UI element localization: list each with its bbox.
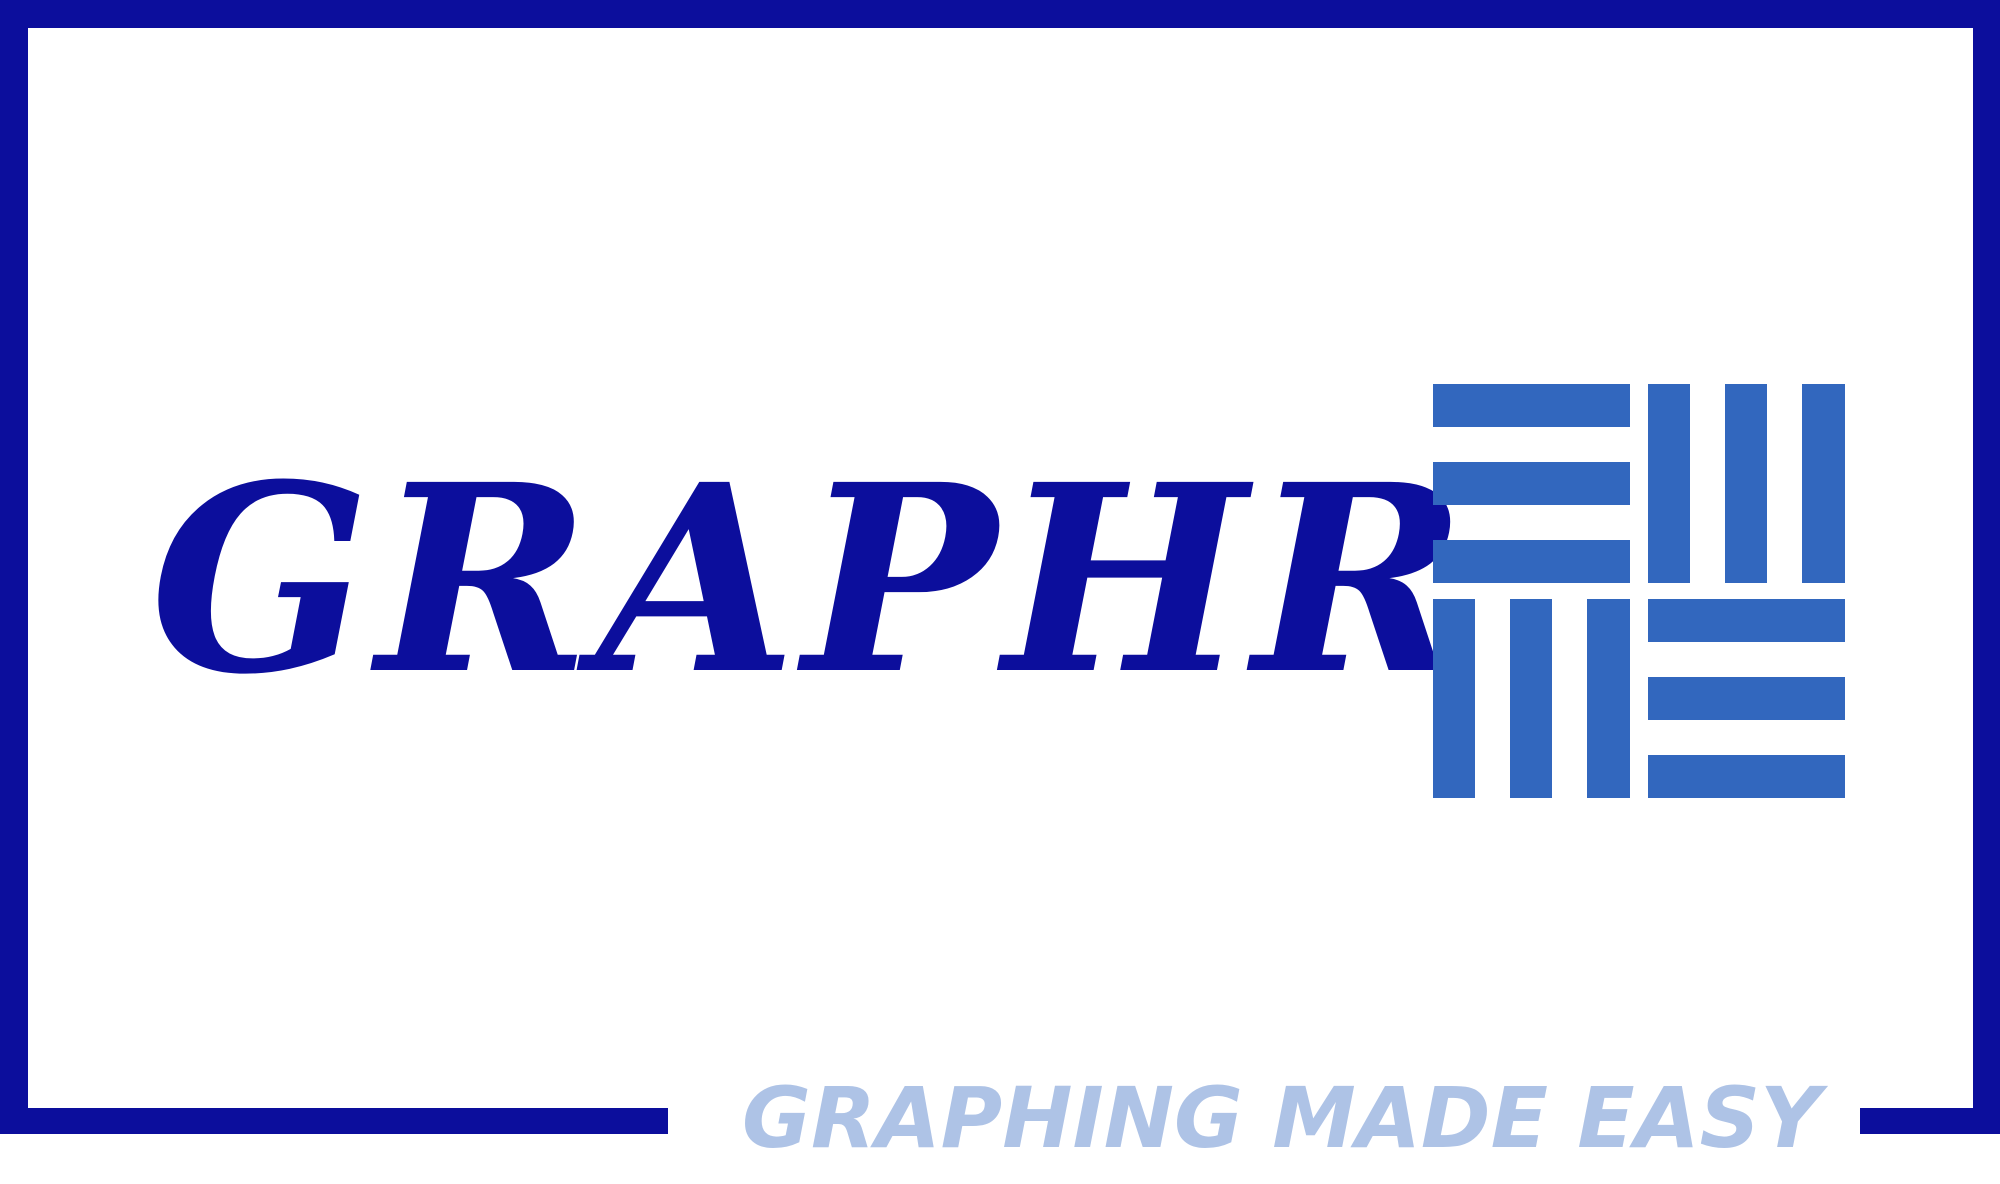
logo-bar bbox=[1648, 755, 1845, 798]
logo-bar bbox=[1648, 384, 1690, 583]
frame-left-border bbox=[0, 0, 28, 1134]
logo-bar bbox=[1802, 384, 1845, 583]
frame-top-border bbox=[0, 0, 2000, 28]
logo-bar bbox=[1433, 384, 1630, 427]
logo-bar bbox=[1433, 540, 1630, 583]
frame-bottom-right-border bbox=[1860, 1108, 2000, 1134]
brand-tagline: GRAPHING MADE EASY bbox=[742, 1069, 1821, 1167]
logo-bar bbox=[1725, 384, 1767, 583]
brand-wordmark: GRAPHR bbox=[150, 428, 1474, 731]
logo-bar bbox=[1648, 599, 1845, 642]
woven-grid-icon bbox=[1433, 384, 1845, 798]
frame-bottom-left-border bbox=[0, 1108, 668, 1134]
logo-bar bbox=[1433, 462, 1630, 505]
logo-bar bbox=[1648, 677, 1845, 720]
logo-bar bbox=[1433, 599, 1475, 798]
logo-bar bbox=[1587, 599, 1630, 798]
logo-bar bbox=[1510, 599, 1552, 798]
frame-right-border bbox=[1973, 0, 2000, 1134]
